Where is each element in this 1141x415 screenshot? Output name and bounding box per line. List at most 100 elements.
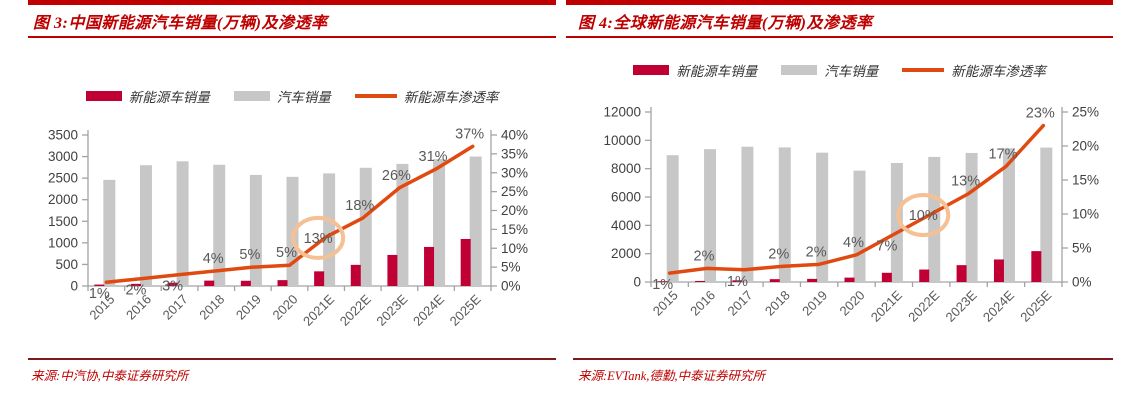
left-axis-tick-label: 8000: [611, 161, 641, 176]
auto-sales-bar: [249, 174, 262, 286]
left-axis-tick-label: 10000: [603, 133, 641, 148]
left-axis-tick-label: 0: [70, 279, 78, 294]
annotation-circle: [291, 215, 346, 260]
nev-sales-bars: [657, 251, 1042, 283]
chart-title-figure4: 图 4:全球新能源汽车销量(万辆)及渗透率: [578, 15, 873, 32]
right-axis-tick-label: 0%: [1072, 275, 1092, 290]
penetration-data-label: 13%: [951, 174, 980, 190]
penetration-data-label: 37%: [455, 126, 484, 142]
nev-sales-bar: [657, 281, 668, 283]
auto-sales-bar: [965, 152, 978, 282]
nev-sales-bar: [460, 238, 471, 286]
penetration-data-label: 4%: [203, 251, 224, 267]
right-axis-tick-label: 15%: [1072, 173, 1099, 188]
x-axis-label: 2024E: [410, 291, 447, 328]
axes: 0 2000 4000 6000 8000 10000 12000 0% 5% 10% 15% 20%…: [603, 105, 1099, 290]
annotation-circle: [896, 193, 951, 237]
right-axis-tick-label: 30%: [501, 165, 528, 180]
penetration-data-label: 13%: [304, 231, 333, 247]
china-nev-chart: 0 500 1000 1500 2000 2500 3000 3500 0% 5% 10% 15% 20…: [48, 126, 528, 328]
penetration-labels: 1% 2% 1% 2% 2% 4% 7% 10% 13% 17% 23%: [652, 106, 1055, 294]
x-axis-label: 2018: [196, 292, 227, 323]
left-axis-tick-label: 2500: [48, 171, 78, 186]
nev-sales-bar: [956, 265, 967, 282]
title-underline: [28, 36, 556, 38]
source-divider: [573, 358, 1113, 360]
x-axis-label: 2020: [270, 292, 301, 323]
global-nev-chart: 0 2000 4000 6000 8000 10000 12000 0% 5% 10% 15% 20%…: [603, 105, 1099, 325]
x-axis-label: 2017: [724, 288, 755, 319]
x-axis-label: 2020: [837, 288, 868, 319]
right-axis-tick-label: 20%: [501, 203, 528, 218]
penetration-line: [104, 144, 475, 284]
x-axis-labels: 2015 2016 2017 2018 2019 2020 2021E 2022E 2023E 2…: [650, 287, 1055, 324]
source-note: 来源:中汽协,中泰证券研究所: [31, 369, 189, 383]
panel-top-border: [28, 0, 556, 5]
nev-sales-bar: [167, 282, 178, 286]
left-axis-tick-label: 12000: [603, 105, 641, 120]
legend-item: 新能源车销量: [85, 86, 210, 106]
penetration-data-label: 7%: [876, 238, 897, 254]
auto-sales-bar: [139, 165, 152, 286]
auto-sales-bar: [1002, 148, 1015, 282]
source-divider: [28, 358, 556, 360]
auto-sales-bar: [816, 152, 829, 282]
x-axis-label: 2021E: [300, 291, 337, 328]
nev-sales-bar: [1031, 251, 1042, 282]
penetration-data-label: 1%: [727, 274, 748, 290]
nev-sales-bar: [94, 284, 105, 286]
auto-sales-bar: [741, 146, 754, 282]
x-axis-label: 2025E: [1017, 287, 1054, 324]
left-axis-tick-label: 500: [55, 257, 78, 272]
penetration-data-label: 3%: [162, 279, 183, 295]
penetration-data-label: 2%: [125, 282, 146, 298]
auto-sales-bar: [176, 161, 189, 286]
auto-sales-bar: [103, 179, 116, 286]
auto-sales-bar: [213, 164, 226, 286]
right-axis-tick-label: 35%: [501, 146, 528, 161]
x-axis-label: 2025E: [447, 291, 484, 328]
x-axis-label: 2023E: [943, 287, 980, 324]
x-axis-label: 2016: [687, 288, 718, 319]
penetration-data-label: 5%: [239, 247, 260, 263]
nev-sales-bar: [807, 278, 818, 282]
right-axis-tick-label: 10%: [1072, 207, 1099, 222]
penetration-data-label: 26%: [382, 168, 411, 184]
auto-sales-bar: [1040, 147, 1053, 282]
auto-sales-bars: [103, 156, 482, 286]
nev-sales-bar: [844, 277, 855, 282]
auto-sales-bar: [323, 173, 336, 286]
nev-sales-bars: [94, 238, 471, 286]
left-axis-tick-label: 2000: [48, 192, 78, 207]
legend-bar-swatch: [781, 65, 818, 75]
right-axis-tick-label: 20%: [1072, 139, 1099, 154]
nev-sales-bar: [881, 272, 892, 282]
x-axis-label: 2018: [762, 288, 793, 319]
left-axis-tick-label: 1500: [48, 214, 78, 229]
penetration-data-label: 10%: [909, 208, 938, 224]
legend-item: 新能源车销量: [633, 60, 757, 80]
nev-sales-bar: [240, 280, 251, 286]
title-underline: [566, 36, 1113, 38]
legend-label: 汽车销量: [824, 64, 879, 79]
legend-label: 新能源车渗透率: [951, 64, 1046, 79]
china-nev-panel: 图 3:中国新能源汽车销量(万辆)及渗透率 新能源车销量 汽车销量 新能源车渗透率 …: [28, 0, 556, 400]
auto-sales-bar: [396, 163, 409, 286]
penetration-data-label: 1%: [89, 286, 110, 302]
right-axis-tick-label: 25%: [501, 184, 528, 199]
legend-bar-swatch: [85, 91, 122, 101]
nev-sales-bar: [993, 259, 1004, 282]
nev-sales-bar: [314, 271, 325, 286]
penetration-data-label: 4%: [843, 235, 864, 251]
auto-sales-bar: [778, 147, 791, 282]
auto-sales-bar: [359, 167, 372, 286]
auto-sales-bar: [666, 155, 679, 282]
nev-sales-bar: [732, 280, 743, 282]
legend-item: 汽车销量: [233, 86, 331, 106]
x-axis-label: 2021E: [868, 287, 905, 324]
nev-sales-bar: [919, 269, 930, 282]
legend-label: 新能源车渗透率: [403, 90, 499, 105]
auto-sales-bar: [928, 156, 941, 282]
axes: 0 500 1000 1500 2000 2500 3000 3500 0% 5% 10% 15% 20…: [48, 128, 528, 294]
legend-line-swatch: [354, 94, 397, 98]
